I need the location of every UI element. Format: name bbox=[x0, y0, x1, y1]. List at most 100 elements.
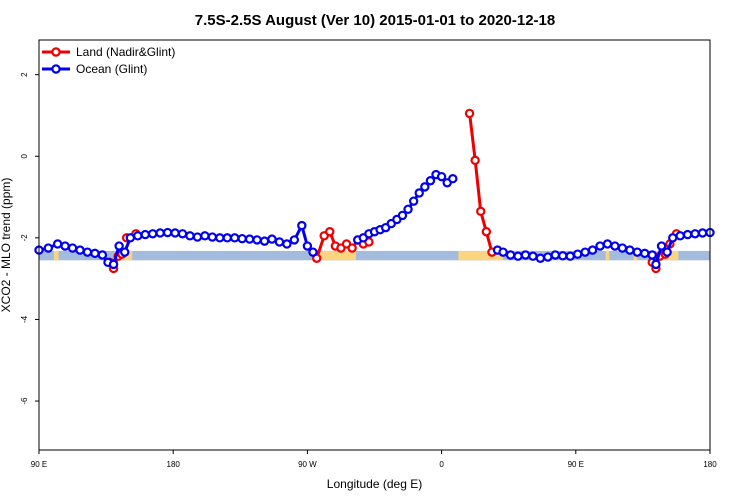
data-point bbox=[267, 234, 277, 244]
data-point bbox=[505, 250, 516, 260]
data-point bbox=[140, 229, 150, 240]
data-point bbox=[481, 227, 492, 237]
data-point bbox=[147, 229, 158, 239]
data-point bbox=[82, 247, 93, 257]
data-point bbox=[114, 241, 124, 251]
y-tick-label: -2 bbox=[20, 234, 29, 242]
legend-label: Land (Nadir&Glint) bbox=[76, 45, 175, 59]
data-point bbox=[420, 182, 430, 192]
data-point bbox=[565, 251, 575, 261]
data-point bbox=[215, 233, 225, 243]
data-point bbox=[610, 241, 620, 251]
data-point bbox=[675, 231, 685, 241]
x-axis-label: Longitude (deg E) bbox=[327, 477, 422, 491]
data-point bbox=[185, 231, 195, 241]
data-point bbox=[528, 251, 538, 261]
data-point bbox=[200, 231, 210, 241]
data-point bbox=[651, 259, 661, 270]
data-point bbox=[682, 229, 693, 240]
data-point bbox=[425, 176, 436, 186]
data-point bbox=[403, 204, 413, 215]
x-tick-label: 180 bbox=[703, 460, 717, 469]
surface-band-land-3 bbox=[458, 250, 504, 261]
data-point bbox=[67, 243, 78, 253]
data-point bbox=[602, 239, 613, 249]
data-point bbox=[470, 155, 480, 166]
data-point bbox=[476, 206, 486, 217]
data-point bbox=[302, 241, 313, 251]
data-point bbox=[97, 250, 108, 260]
data-point bbox=[668, 233, 678, 243]
data-point bbox=[572, 249, 583, 259]
legend-entry: Land (Nadir&Glint) bbox=[42, 45, 175, 59]
axes: 90 E 180 90 W 0 90 E 180 2 0 -2 -4 -6 bbox=[20, 72, 717, 469]
data-point bbox=[464, 108, 475, 119]
data-point bbox=[617, 243, 628, 253]
data-point bbox=[656, 241, 667, 251]
data-point bbox=[274, 237, 285, 247]
data-point bbox=[192, 232, 203, 242]
x-tick-label: 90 E bbox=[31, 460, 47, 469]
series-ocean bbox=[34, 169, 715, 270]
data-point bbox=[513, 251, 523, 261]
plot-frame bbox=[38, 39, 711, 451]
legend: Land (Nadir&Glint) Ocean (Glint) bbox=[42, 45, 175, 76]
data-point bbox=[162, 227, 173, 238]
data-point bbox=[60, 241, 70, 251]
data-point bbox=[690, 229, 700, 239]
data-point bbox=[90, 248, 100, 259]
data-point bbox=[647, 250, 657, 260]
x-tick-label: 0 bbox=[439, 460, 444, 469]
y-tick-label: 2 bbox=[20, 72, 29, 77]
data-point bbox=[347, 243, 357, 253]
legend-marker bbox=[51, 47, 61, 57]
data-point bbox=[558, 251, 568, 261]
data-point bbox=[662, 247, 672, 257]
data-point bbox=[155, 228, 165, 238]
data-point bbox=[543, 252, 553, 262]
data-point bbox=[259, 236, 270, 246]
data-point bbox=[535, 253, 546, 263]
data-point bbox=[436, 171, 447, 182]
surface-band-ocean bbox=[39, 250, 710, 261]
data-point bbox=[520, 250, 531, 260]
data-point bbox=[498, 247, 508, 257]
data-point bbox=[237, 233, 247, 244]
data-point bbox=[308, 247, 318, 257]
y-axis-label: XCO2 - MLO trend (ppm) bbox=[0, 178, 13, 313]
data-point bbox=[52, 239, 63, 249]
data-point bbox=[177, 229, 188, 239]
data-point bbox=[625, 245, 635, 255]
data-point bbox=[297, 220, 307, 231]
data-point bbox=[325, 227, 335, 237]
data-point bbox=[75, 245, 85, 255]
surface-band-land-4 bbox=[605, 250, 610, 261]
data-point bbox=[120, 247, 130, 257]
data-point bbox=[170, 228, 180, 238]
legend-entry: Ocean (Glint) bbox=[42, 62, 147, 76]
data-point bbox=[595, 241, 605, 251]
data-point bbox=[252, 235, 262, 245]
data-point bbox=[207, 232, 218, 242]
legend-label: Ocean (Glint) bbox=[76, 62, 147, 76]
data-point bbox=[448, 174, 458, 184]
data-point bbox=[289, 235, 300, 245]
data-point bbox=[697, 228, 708, 238]
data-point bbox=[133, 231, 143, 241]
data-point bbox=[397, 210, 408, 221]
data-point bbox=[580, 247, 590, 257]
data-point bbox=[222, 233, 232, 243]
data-point bbox=[550, 250, 560, 260]
data-point bbox=[640, 248, 650, 259]
y-tick-label: 0 bbox=[20, 153, 29, 158]
data-point bbox=[587, 245, 598, 255]
surface-band-land-2 bbox=[316, 250, 356, 261]
chart-title: 7.5S-2.5S August (Ver 10) 2015-01-01 to … bbox=[195, 12, 555, 29]
data-point bbox=[414, 188, 424, 198]
y-tick-label: -6 bbox=[20, 397, 29, 405]
data-point bbox=[125, 233, 136, 243]
data-point bbox=[244, 234, 255, 244]
data-point bbox=[282, 239, 292, 249]
data-point bbox=[408, 196, 419, 206]
